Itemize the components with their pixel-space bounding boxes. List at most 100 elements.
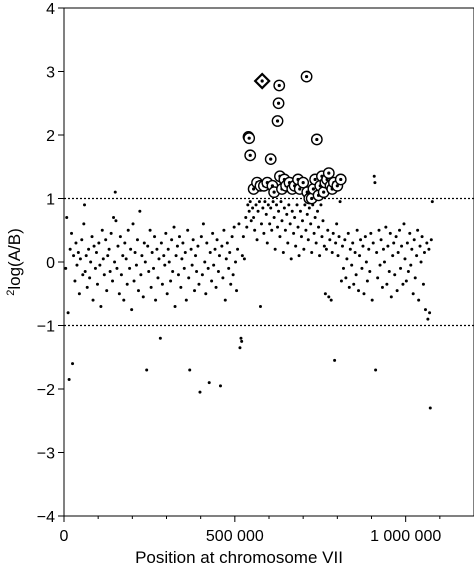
- data-point: [95, 282, 99, 286]
- data-point: [410, 247, 414, 251]
- data-point: [101, 257, 105, 261]
- data-point: [64, 266, 68, 270]
- y-tick-label: 0: [46, 255, 55, 272]
- data-point: [373, 181, 377, 185]
- data-point: [105, 289, 109, 293]
- data-point: [389, 295, 393, 299]
- data-point: [329, 298, 333, 302]
- data-point: [416, 228, 420, 232]
- data-point: [282, 206, 286, 210]
- highlighted-point: [310, 133, 323, 146]
- data-point: [83, 203, 86, 207]
- data-point: [214, 285, 218, 289]
- data-point: [392, 241, 396, 245]
- data-point: [172, 225, 176, 229]
- data-point: [368, 270, 372, 274]
- data-point: [361, 244, 365, 248]
- data-point: [194, 254, 198, 258]
- data-point: [125, 282, 129, 286]
- data-point: [355, 228, 359, 232]
- data-point: [299, 235, 303, 239]
- data-point: [408, 231, 412, 235]
- data-point: [174, 254, 178, 258]
- data-point: [248, 200, 252, 204]
- data-point: [130, 308, 134, 312]
- data-point: [229, 282, 233, 286]
- data-point: [66, 311, 70, 315]
- data-point: [309, 222, 313, 226]
- data-point: [401, 282, 405, 286]
- data-point: [197, 282, 201, 286]
- data-point: [196, 244, 200, 248]
- data-point: [152, 266, 156, 270]
- ticks: −4 −3 −2 −1 0 1 2 3 4 0 500 000 1 000 000: [37, 1, 442, 545]
- data-point: [376, 276, 380, 280]
- data-point: [193, 289, 197, 293]
- data-point: [386, 244, 390, 248]
- data-point: [204, 292, 208, 296]
- data-point: [94, 250, 98, 254]
- data-point: [170, 238, 174, 242]
- data-point: [122, 298, 126, 302]
- data-point: [420, 235, 424, 239]
- data-point: [353, 250, 357, 254]
- data-point: [367, 247, 371, 251]
- data-point: [156, 276, 160, 280]
- data-point: [425, 241, 429, 245]
- data-point: [240, 254, 244, 258]
- data-point: [153, 235, 157, 239]
- data-point: [348, 247, 352, 251]
- data-point: [312, 231, 316, 235]
- data-point: [199, 235, 203, 239]
- data-point: [263, 200, 267, 204]
- highlighted-point: [334, 173, 347, 186]
- data-point: [167, 260, 171, 264]
- data-point: [73, 279, 77, 283]
- data-point: [341, 266, 345, 270]
- data-point: [90, 235, 94, 239]
- data-point: [385, 282, 389, 286]
- data-point: [201, 222, 205, 226]
- data-point: [231, 273, 235, 277]
- data-point: [109, 231, 113, 235]
- data-point: [399, 266, 403, 270]
- data-point: [149, 285, 153, 289]
- data-point: [91, 298, 95, 302]
- data-point: [249, 219, 253, 223]
- data-point: [261, 206, 265, 210]
- data-point: [112, 216, 116, 220]
- data-point: [244, 216, 248, 220]
- data-point: [375, 250, 379, 254]
- data-point: [428, 311, 432, 315]
- data-point: [346, 231, 350, 235]
- data-point: [113, 260, 117, 264]
- data-point: [336, 254, 340, 258]
- y-axis-label-superscript: 2: [5, 290, 17, 296]
- data-point: [242, 257, 246, 261]
- data-point: [380, 285, 384, 289]
- highlighted-point: [297, 176, 310, 189]
- data-point: [417, 298, 421, 302]
- data-point: [345, 257, 349, 261]
- data-point: [65, 216, 69, 220]
- data-point: [402, 222, 406, 226]
- data-point: [227, 266, 231, 270]
- data-point: [413, 276, 417, 280]
- data-point: [198, 390, 202, 394]
- data-point: [135, 238, 139, 242]
- y-axis-label-main: log(A/B): [5, 228, 24, 289]
- y-tick-label: 4: [46, 1, 55, 18]
- data-point: [141, 295, 145, 299]
- data-point: [252, 216, 256, 220]
- data-point: [143, 260, 147, 264]
- data-point: [140, 254, 144, 258]
- data-point: [223, 298, 227, 302]
- data-point: [158, 336, 162, 340]
- data-point: [328, 238, 332, 242]
- data-point: [83, 270, 87, 274]
- data-point: [391, 254, 395, 258]
- data-point: [394, 235, 398, 239]
- data-point: [421, 282, 425, 286]
- data-point: [343, 238, 347, 242]
- data-point: [283, 228, 287, 232]
